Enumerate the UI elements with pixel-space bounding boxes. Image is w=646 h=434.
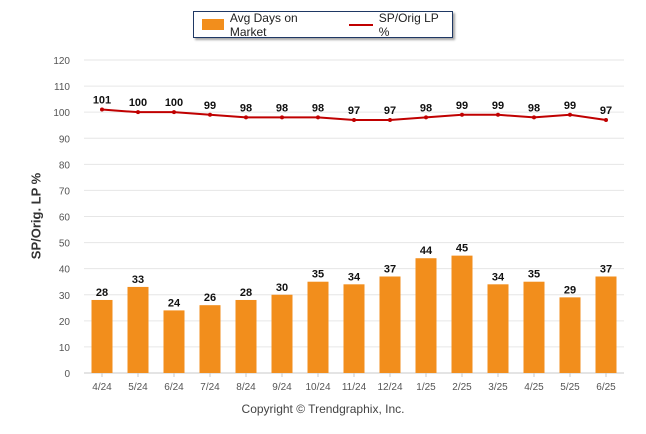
line-point [496, 112, 500, 117]
line-data-label: 100 [129, 97, 147, 109]
bar-data-label: 28 [96, 287, 108, 299]
line-data-label: 97 [600, 105, 612, 117]
bar-data-label: 37 [384, 263, 396, 275]
y-tick-label: 0 [64, 369, 70, 380]
x-tick-label: 3/25 [488, 382, 508, 393]
bar-data-label: 35 [528, 269, 540, 281]
line-data-label: 101 [93, 95, 111, 107]
line-point [244, 115, 248, 120]
legend: Avg Days on Market SP/Orig LP % [193, 11, 453, 39]
legend-bar-swatch [202, 19, 224, 30]
line-point [568, 112, 572, 117]
y-tick-label: 60 [59, 213, 71, 224]
line-point [532, 115, 536, 120]
y-tick-label: 120 [53, 56, 70, 67]
line-point [100, 107, 104, 112]
y-tick-label: 110 [54, 82, 70, 93]
bar [379, 276, 401, 373]
line-point [460, 112, 464, 117]
bar-data-label: 24 [168, 297, 181, 309]
x-tick-label: 1/25 [416, 382, 436, 393]
line-data-label: 98 [312, 102, 324, 114]
y-tick-label: 70 [59, 186, 71, 197]
x-tick-label: 4/25 [524, 382, 544, 393]
legend-line-label: SP/Orig LP % [378, 10, 439, 39]
x-tick-label: 12/24 [377, 382, 402, 393]
bar-data-label: 29 [564, 284, 576, 296]
line-point [424, 115, 428, 120]
bar-data-label: 44 [420, 245, 433, 257]
bar [559, 297, 581, 373]
y-tick-label: 40 [59, 265, 71, 276]
legend-bar-label: Avg Days on Market [229, 10, 298, 39]
bar [307, 281, 329, 373]
bar [415, 258, 437, 373]
line-point [316, 115, 320, 120]
x-tick-label: 5/24 [128, 382, 148, 393]
bar-data-label: 30 [276, 282, 288, 294]
x-tick-label: 6/25 [596, 382, 616, 393]
line-data-label: 98 [276, 102, 288, 114]
bar [271, 294, 293, 373]
line-data-label: 99 [564, 100, 576, 112]
line-data-label: 98 [240, 102, 252, 114]
bar [235, 299, 257, 373]
bar [487, 284, 509, 373]
y-tick-label: 10 [59, 343, 71, 354]
bar [523, 281, 545, 373]
bar [343, 284, 365, 373]
line-data-label: 97 [384, 105, 396, 117]
line-point [352, 117, 356, 122]
bar [163, 310, 185, 373]
bar [199, 305, 221, 373]
bar-data-label: 45 [456, 243, 468, 255]
y-tick-label: 50 [59, 239, 71, 250]
line-data-label: 99 [492, 100, 504, 112]
copyright-text: Copyright © Trendgraphix, Inc. [241, 402, 405, 416]
bar-data-label: 35 [312, 269, 324, 281]
x-tick-label: 8/24 [236, 382, 256, 393]
y-tick-label: 80 [59, 160, 71, 171]
line-point [172, 110, 176, 115]
line-point [604, 117, 608, 122]
line-data-label: 99 [456, 100, 468, 112]
legend-item-bar[interactable]: Avg Days on Market [194, 11, 337, 39]
bar [91, 299, 113, 373]
y-tick-label: 20 [59, 317, 71, 328]
bar [127, 286, 149, 373]
bar [595, 276, 617, 373]
line-data-label: 98 [420, 102, 432, 114]
x-tick-label: 7/24 [200, 382, 220, 393]
line-data-label: 100 [165, 97, 183, 109]
line-point [280, 115, 284, 120]
y-tick-label: 90 [59, 134, 71, 145]
x-tick-label: 9/24 [272, 382, 292, 393]
line-data-label: 99 [204, 100, 216, 112]
x-tick-label: 4/24 [92, 382, 112, 393]
bar-data-label: 34 [492, 271, 505, 283]
x-tick-label: 2/25 [452, 382, 472, 393]
bar-data-label: 28 [240, 287, 252, 299]
line-point [208, 112, 212, 117]
x-tick-label: 10/24 [305, 382, 330, 393]
y-tick-label: 100 [53, 108, 70, 119]
line-data-label: 98 [528, 102, 540, 114]
legend-line-swatch [348, 23, 373, 26]
bar [451, 255, 473, 373]
bar-data-label: 33 [132, 274, 144, 286]
line-point [388, 117, 392, 122]
bar-data-label: 26 [204, 292, 216, 304]
legend-item-line[interactable]: SP/Orig LP % [337, 11, 452, 39]
x-tick-label: 6/24 [164, 382, 184, 393]
bar-data-label: 37 [600, 263, 612, 275]
x-tick-label: 11/24 [342, 382, 367, 393]
line-data-label: 97 [348, 105, 360, 117]
bar-data-label: 34 [348, 271, 361, 283]
y-tick-label: 30 [59, 291, 71, 302]
line-point [136, 110, 140, 115]
x-tick-label: 5/25 [560, 382, 580, 393]
